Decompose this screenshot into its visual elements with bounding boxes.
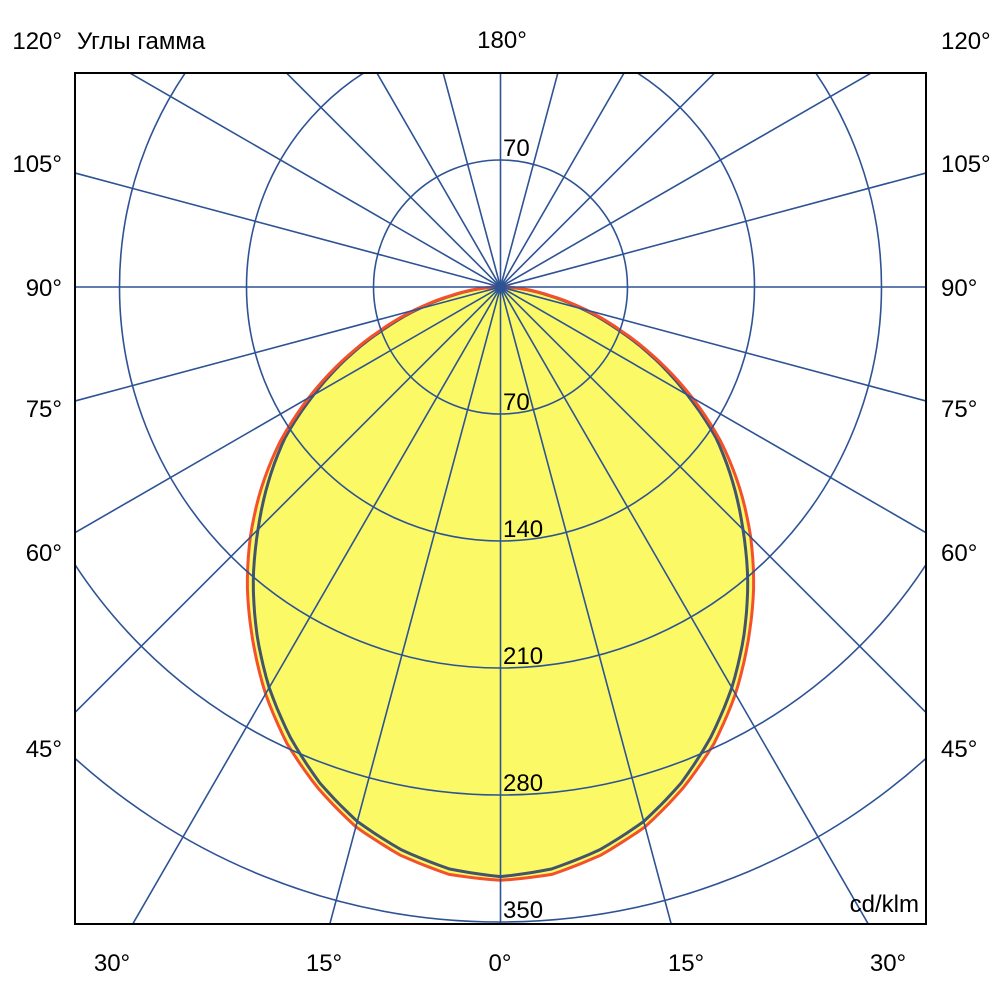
- angle-label-120-right: 120°: [941, 28, 991, 55]
- ring-label-70-upper: 70: [503, 135, 530, 162]
- angle-label-45-left: 45°: [26, 736, 62, 763]
- angle-label-30-bottom-left: 30°: [94, 950, 130, 977]
- angle-label-0-bottom: 0°: [489, 950, 512, 977]
- angle-label-45-right: 45°: [941, 736, 977, 763]
- ring-label-70: 70: [503, 389, 530, 416]
- ring-label-350: 350: [503, 897, 543, 924]
- ring-label-210: 210: [503, 643, 543, 670]
- unit-label: cd/klm: [850, 891, 919, 918]
- angle-label-105-left: 105°: [12, 151, 62, 178]
- angle-label-180-top: 180°: [477, 27, 527, 54]
- angle-label-90-right: 90°: [941, 275, 977, 302]
- ring-label-280: 280: [503, 770, 543, 797]
- angle-label-105-right: 105°: [941, 151, 991, 178]
- ring-label-140: 140: [503, 516, 543, 543]
- angle-label-60-right: 60°: [941, 540, 977, 567]
- angle-label-75-left: 75°: [26, 396, 62, 423]
- chart-title: Углы гамма: [77, 28, 206, 55]
- angle-label-75-right: 75°: [941, 396, 977, 423]
- angle-label-15-bottom-right: 15°: [668, 950, 704, 977]
- angle-label-15-bottom-left: 15°: [306, 950, 342, 977]
- grid-ray-165deg: [75, 172, 926, 402]
- angle-label-120-left: 120°: [12, 28, 62, 55]
- plot-frame: [74, 72, 927, 925]
- angle-label-90-left: 90°: [26, 275, 62, 302]
- angle-label-60-left: 60°: [26, 540, 62, 567]
- angle-label-30-bottom-right: 30°: [870, 950, 906, 977]
